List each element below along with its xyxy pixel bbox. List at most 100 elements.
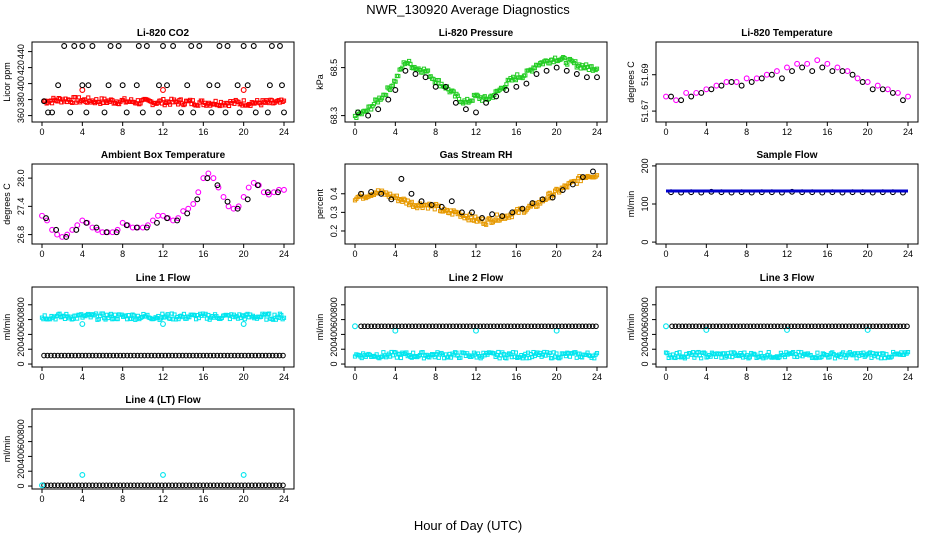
data-point xyxy=(594,66,600,71)
data-point xyxy=(165,352,172,359)
data-point xyxy=(228,482,234,489)
data-point xyxy=(240,103,245,108)
data-point xyxy=(214,182,221,189)
data-point xyxy=(382,323,388,330)
x-tick-label: 16 xyxy=(822,372,832,382)
x-tick-label: 0 xyxy=(39,127,44,137)
data-point xyxy=(733,79,740,85)
data-point xyxy=(748,79,755,85)
data-point xyxy=(754,323,760,330)
data-point xyxy=(390,83,395,88)
data-point xyxy=(63,233,70,240)
series-1 xyxy=(352,173,600,227)
data-point xyxy=(135,98,140,103)
data-point xyxy=(418,198,425,205)
data-point xyxy=(761,323,767,330)
data-point xyxy=(808,323,815,330)
data-point xyxy=(122,96,127,101)
data-point xyxy=(514,323,521,330)
data-point xyxy=(365,323,371,330)
data-point xyxy=(186,352,193,359)
data-point xyxy=(853,323,859,330)
data-point xyxy=(79,482,85,489)
data-point xyxy=(224,198,231,205)
data-point xyxy=(267,311,272,316)
x-tick-label: 0 xyxy=(663,127,668,137)
data-point xyxy=(279,82,285,89)
data-point xyxy=(703,86,710,93)
data-point xyxy=(172,352,179,359)
data-point xyxy=(174,217,181,224)
y-tick-label: 600 xyxy=(329,312,339,327)
data-point xyxy=(698,89,705,96)
series-1 xyxy=(352,349,600,361)
data-point xyxy=(273,352,279,359)
data-point xyxy=(509,214,514,220)
data-point xyxy=(398,175,405,182)
data-point xyxy=(103,482,110,489)
data-point xyxy=(143,43,150,49)
data-point xyxy=(214,352,220,359)
data-point xyxy=(530,69,535,74)
data-point xyxy=(170,217,177,224)
data-point xyxy=(160,43,166,49)
data-point xyxy=(590,168,596,175)
panel-2: Li-820 Pressure kPa 0 4 8 12 16 20 24 68.3 68.5 xyxy=(315,28,608,137)
panel-4: Ambient Box Temperature degrees C 0 4 8 12 16 2… xyxy=(2,150,295,259)
y-tick-label: 100 xyxy=(640,196,650,211)
data-point xyxy=(252,109,259,116)
data-point xyxy=(68,352,75,359)
data-point xyxy=(686,323,692,330)
data-point xyxy=(673,97,680,104)
y-axis-label: ml/min xyxy=(315,314,325,341)
data-point xyxy=(148,482,155,489)
data-point xyxy=(743,75,750,82)
data-point xyxy=(156,313,161,319)
data-point xyxy=(426,323,432,330)
data-point xyxy=(728,79,735,85)
data-point xyxy=(161,96,166,102)
data-point xyxy=(221,352,227,359)
data-point xyxy=(436,203,441,208)
y-tick-label: 51.69 xyxy=(640,63,650,86)
data-point xyxy=(210,482,217,489)
data-point xyxy=(685,354,690,359)
data-point xyxy=(744,323,750,330)
panel-10: Line 4 (LT) Flow ml/min 0 4 8 12 16 20 24 0 200400… xyxy=(2,395,295,504)
data-point xyxy=(812,323,818,330)
data-point xyxy=(145,352,151,359)
data-point xyxy=(75,352,82,359)
data-point xyxy=(250,43,257,49)
data-point xyxy=(436,323,443,330)
x-tick-label: 16 xyxy=(198,494,208,504)
data-point xyxy=(583,74,590,81)
data-point xyxy=(718,82,725,89)
data-point xyxy=(275,189,281,196)
data-point xyxy=(683,89,690,96)
y-tick-label: 200 xyxy=(329,342,339,357)
data-point xyxy=(242,352,248,359)
data-point xyxy=(508,323,514,330)
data-point xyxy=(696,323,703,330)
data-point xyxy=(203,352,210,359)
data-point xyxy=(446,323,453,330)
data-point xyxy=(245,482,252,489)
x-tick-label: 0 xyxy=(39,372,44,382)
series-2 xyxy=(79,321,247,327)
data-point xyxy=(210,175,217,182)
data-point xyxy=(582,323,589,330)
data-point xyxy=(197,352,203,359)
data-point xyxy=(53,317,58,322)
data-point xyxy=(217,352,224,359)
data-point xyxy=(232,101,237,106)
data-point xyxy=(42,313,47,318)
data-point xyxy=(175,102,181,107)
data-point xyxy=(392,87,399,93)
data-point xyxy=(74,222,81,229)
data-point xyxy=(513,83,520,90)
data-point xyxy=(75,316,80,321)
data-point xyxy=(49,109,56,116)
data-point xyxy=(562,56,567,61)
data-point xyxy=(75,482,82,489)
data-point xyxy=(479,215,485,221)
